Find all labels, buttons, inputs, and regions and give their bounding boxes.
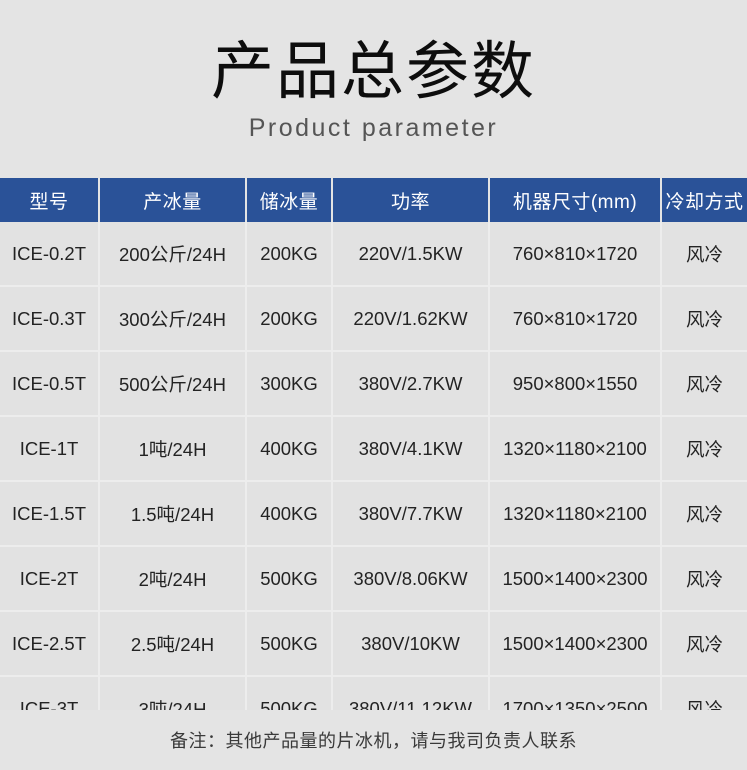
column-header-ice-storage: 储冰量 xyxy=(247,178,333,222)
cell-ice: 200公斤/24H xyxy=(100,222,247,287)
table-header-row: 型号 产冰量 储冰量 功率 机器尺寸(mm) 冷却方式 xyxy=(0,178,747,222)
cell-size: 950×800×1550 xyxy=(490,352,662,417)
cell-size: 1500×1400×2300 xyxy=(490,612,662,677)
cell-size: 1500×1400×2300 xyxy=(490,547,662,612)
page-subtitle: Product parameter xyxy=(248,114,499,143)
cell-storage: 500KG xyxy=(247,547,333,612)
footer-note: 备注：其他产品量的片冰机，请与我司负责人联系 xyxy=(0,710,747,770)
cell-cooling: 风冷 xyxy=(662,352,747,417)
table-row: ICE-2T 2吨/24H 500KG 380V/8.06KW 1500×140… xyxy=(0,547,747,612)
cell-ice: 500公斤/24H xyxy=(100,352,247,417)
cell-cooling: 风冷 xyxy=(662,222,747,287)
cell-storage: 200KG xyxy=(247,287,333,352)
cell-model: ICE-2.5T xyxy=(0,612,100,677)
cell-model: ICE-1T xyxy=(0,417,100,482)
cell-model: ICE-0.3T xyxy=(0,287,100,352)
cell-size: 760×810×1720 xyxy=(490,222,662,287)
table-row: ICE-2.5T 2.5吨/24H 500KG 380V/10KW 1500×1… xyxy=(0,612,747,677)
cell-model: ICE-1.5T xyxy=(0,482,100,547)
column-header-machine-size: 机器尺寸(mm) xyxy=(490,178,662,222)
table-header: 型号 产冰量 储冰量 功率 机器尺寸(mm) 冷却方式 xyxy=(0,178,747,222)
cell-ice: 1.5吨/24H xyxy=(100,482,247,547)
table-row: ICE-0.3T 300公斤/24H 200KG 220V/1.62KW 760… xyxy=(0,287,747,352)
cell-power: 380V/10KW xyxy=(333,612,490,677)
table-row: ICE-0.5T 500公斤/24H 300KG 380V/2.7KW 950×… xyxy=(0,352,747,417)
column-header-ice-output: 产冰量 xyxy=(100,178,247,222)
column-header-cooling-type: 冷却方式 xyxy=(662,178,747,222)
cell-ice: 1吨/24H xyxy=(100,417,247,482)
cell-size: 760×810×1720 xyxy=(490,287,662,352)
cell-model: ICE-2T xyxy=(0,547,100,612)
cell-cooling: 风冷 xyxy=(662,417,747,482)
cell-cooling: 风冷 xyxy=(662,287,747,352)
cell-storage: 200KG xyxy=(247,222,333,287)
cell-cooling: 风冷 xyxy=(662,482,747,547)
cell-storage: 400KG xyxy=(247,417,333,482)
cell-model: ICE-0.2T xyxy=(0,222,100,287)
cell-storage: 300KG xyxy=(247,352,333,417)
page-title: 产品总参数 xyxy=(211,37,536,107)
cell-power: 380V/8.06KW xyxy=(333,547,490,612)
cell-power: 380V/2.7KW xyxy=(333,352,490,417)
cell-power: 380V/7.7KW xyxy=(333,482,490,547)
table-row: ICE-1T 1吨/24H 400KG 380V/4.1KW 1320×1180… xyxy=(0,417,747,482)
table-row: ICE-0.2T 200公斤/24H 200KG 220V/1.5KW 760×… xyxy=(0,222,747,287)
table-row: ICE-1.5T 1.5吨/24H 400KG 380V/7.7KW 1320×… xyxy=(0,482,747,547)
cell-ice: 300公斤/24H xyxy=(100,287,247,352)
cell-storage: 500KG xyxy=(247,612,333,677)
cell-cooling: 风冷 xyxy=(662,612,747,677)
table-body: ICE-0.2T 200公斤/24H 200KG 220V/1.5KW 760×… xyxy=(0,222,747,740)
cell-power: 220V/1.62KW xyxy=(333,287,490,352)
column-header-power: 功率 xyxy=(333,178,490,222)
parameter-table: 型号 产冰量 储冰量 功率 机器尺寸(mm) 冷却方式 ICE-0.2T 200… xyxy=(0,178,747,740)
cell-storage: 400KG xyxy=(247,482,333,547)
cell-cooling: 风冷 xyxy=(662,547,747,612)
cell-power: 220V/1.5KW xyxy=(333,222,490,287)
cell-model: ICE-0.5T xyxy=(0,352,100,417)
title-block: 产品总参数 Product parameter xyxy=(0,0,747,143)
cell-size: 1320×1180×2100 xyxy=(490,417,662,482)
parameter-table-wrapper: 型号 产冰量 储冰量 功率 机器尺寸(mm) 冷却方式 ICE-0.2T 200… xyxy=(0,178,747,740)
cell-power: 380V/4.1KW xyxy=(333,417,490,482)
column-header-model: 型号 xyxy=(0,178,100,222)
cell-size: 1320×1180×2100 xyxy=(490,482,662,547)
cell-ice: 2.5吨/24H xyxy=(100,612,247,677)
cell-ice: 2吨/24H xyxy=(100,547,247,612)
